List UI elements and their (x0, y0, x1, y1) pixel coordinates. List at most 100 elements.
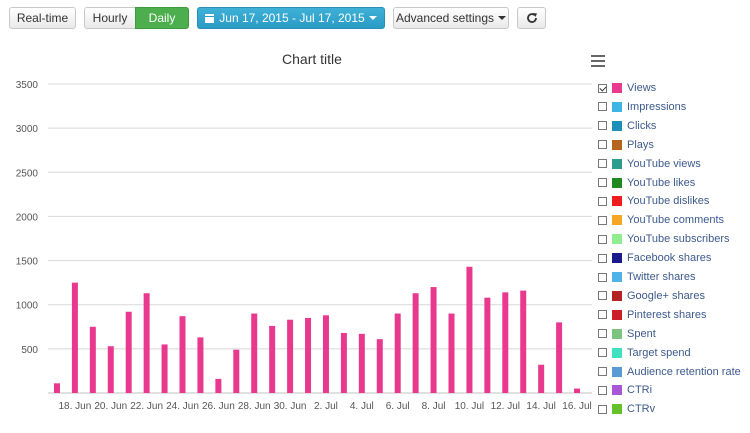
legend-checkbox[interactable] (598, 348, 607, 358)
legend-item[interactable]: CTRi (598, 382, 652, 398)
x-tick-label: 20. Jun (94, 401, 127, 412)
bar[interactable] (143, 293, 150, 393)
bar[interactable] (107, 346, 114, 393)
bars (53, 266, 581, 393)
caret-down-icon (498, 16, 507, 20)
bar[interactable] (448, 313, 455, 393)
bar[interactable] (71, 282, 78, 393)
bar[interactable] (466, 266, 473, 393)
legend-swatch (612, 234, 622, 245)
bar[interactable] (125, 311, 132, 393)
legend-label: YouTube comments (627, 214, 725, 227)
legend-item[interactable]: CTRv (598, 401, 655, 417)
legend-checkbox[interactable] (598, 215, 607, 225)
y-tick-label: 3500 (16, 80, 39, 91)
legend-checkbox[interactable] (598, 121, 607, 131)
legend-item[interactable]: YouTube subscribers (598, 231, 730, 247)
x-tick-label: 22. Jun (130, 401, 163, 412)
legend-item[interactable]: YouTube dislikes (598, 193, 709, 209)
legend-checkbox[interactable] (598, 102, 607, 112)
legend-checkbox[interactable] (598, 83, 607, 93)
legend-checkbox[interactable] (598, 234, 607, 244)
legend-checkbox[interactable] (598, 178, 607, 187)
legend-checkbox[interactable] (598, 140, 607, 150)
legend-checkbox[interactable] (598, 253, 607, 263)
bar[interactable] (233, 349, 240, 393)
legend-checkbox[interactable] (598, 404, 607, 414)
legend-checkbox[interactable] (598, 196, 607, 206)
legend-item[interactable]: Audience retention rate (598, 364, 741, 380)
advanced-settings-button[interactable]: Advanced settings (393, 7, 509, 29)
date-range-button[interactable]: Jun 17, 2015 - Jul 17, 2015 (197, 7, 385, 29)
legend-swatch (612, 253, 622, 264)
x-tick-label: 26. Jun (202, 401, 235, 412)
legend-swatch (612, 404, 622, 415)
hourly-button[interactable]: Hourly (84, 7, 136, 29)
legend-item[interactable]: Spent (598, 326, 656, 342)
legend-checkbox[interactable] (598, 367, 607, 376)
bar[interactable] (574, 388, 581, 393)
grid-lines (48, 83, 592, 394)
x-tick-label: 28. Jun (238, 401, 271, 412)
daily-button[interactable]: Daily (135, 7, 189, 29)
legend-swatch (612, 366, 622, 377)
refresh-button[interactable] (517, 7, 546, 29)
bar[interactable] (53, 383, 60, 393)
legend-item[interactable]: Pinterest shares (598, 307, 706, 323)
bar[interactable] (89, 326, 96, 393)
legend-swatch (612, 83, 622, 93)
legend-label: Facebook shares (627, 252, 712, 265)
legend-label: Pinterest shares (627, 308, 707, 321)
legend-item[interactable]: Impressions (598, 99, 686, 115)
bar[interactable] (484, 297, 491, 393)
x-tick-label: 12. Jul (491, 401, 520, 412)
bar[interactable] (376, 339, 383, 393)
realtime-button[interactable]: Real-time (9, 7, 76, 29)
bar[interactable] (197, 337, 204, 393)
legend-item[interactable]: YouTube comments (598, 212, 724, 228)
bar[interactable] (251, 313, 258, 393)
bar[interactable] (502, 292, 509, 393)
bar[interactable] (538, 364, 545, 393)
legend-swatch (612, 139, 622, 150)
bar[interactable] (322, 315, 329, 393)
bar[interactable] (305, 317, 312, 393)
legend-item[interactable]: YouTube views (598, 156, 701, 172)
legend-item[interactable]: YouTube likes (598, 175, 695, 191)
legend-item[interactable]: Clicks (598, 118, 656, 134)
legend-item[interactable]: Google+ shares (598, 288, 705, 304)
legend-item[interactable]: Facebook shares (598, 250, 711, 266)
x-tick-label: 2. Jul (314, 401, 338, 412)
hamburger-menu-icon[interactable] (591, 55, 605, 67)
legend-swatch (612, 196, 622, 207)
legend-item[interactable]: Target spend (598, 345, 691, 361)
y-tick-label: 1000 (16, 301, 39, 312)
legend-label: Views (627, 82, 657, 94)
legend-item[interactable]: Views (598, 80, 656, 96)
legend-checkbox[interactable] (598, 272, 607, 282)
bar[interactable] (215, 378, 222, 393)
legend-checkbox[interactable] (598, 329, 607, 339)
chart-title: Chart title (282, 51, 342, 67)
legend-checkbox[interactable] (598, 310, 607, 320)
bar[interactable] (287, 319, 294, 393)
bar[interactable] (412, 293, 419, 393)
legend-swatch (612, 272, 622, 282)
x-tick-label: 24. Jun (166, 401, 199, 412)
bar[interactable] (394, 313, 401, 393)
bar[interactable] (269, 325, 276, 393)
bar[interactable] (340, 332, 347, 393)
date-range-label: Jun 17, 2015 - Jul 17, 2015 (219, 11, 365, 25)
bar[interactable] (520, 290, 527, 393)
legend-item[interactable]: Plays (598, 137, 654, 153)
bar[interactable] (161, 344, 168, 393)
legend-item[interactable]: Twitter shares (598, 269, 695, 285)
bar[interactable] (179, 316, 186, 393)
x-tick-label: 4. Jul (350, 401, 374, 412)
bar[interactable] (358, 333, 365, 393)
legend-checkbox[interactable] (598, 159, 607, 169)
bar[interactable] (430, 287, 437, 393)
bar[interactable] (556, 322, 563, 393)
legend-checkbox[interactable] (598, 291, 607, 301)
legend-checkbox[interactable] (598, 385, 607, 395)
